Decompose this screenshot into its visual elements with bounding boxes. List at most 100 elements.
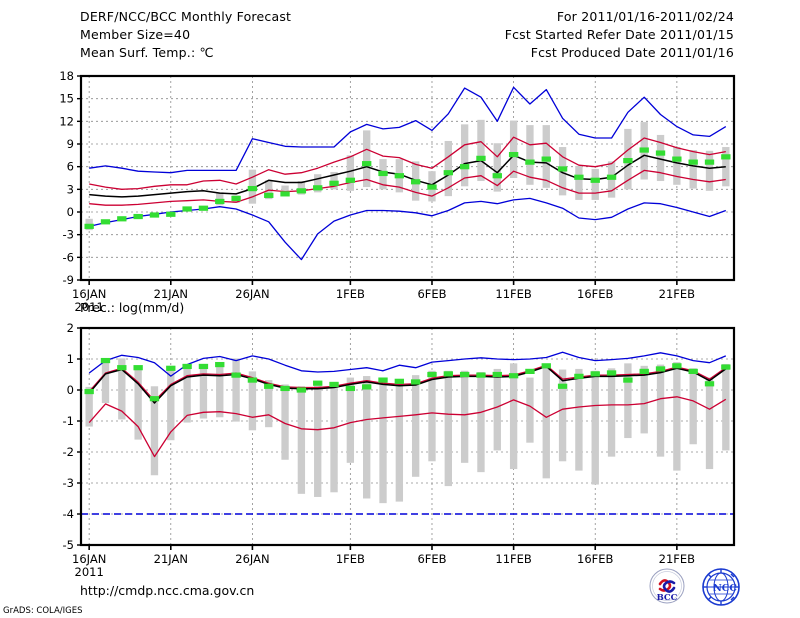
spread-bar (526, 125, 534, 185)
observed-dash (574, 373, 584, 379)
observed-dash (280, 191, 290, 197)
y-tick-label: -1 (63, 414, 74, 428)
observed-dash (639, 147, 649, 153)
spread-bar (689, 150, 697, 189)
spread-bar (395, 380, 404, 502)
y-tick-label: 6 (67, 160, 74, 174)
spread-bar (314, 385, 322, 497)
observed-dash (541, 156, 551, 162)
spread-bar (460, 124, 469, 187)
spread-bar (656, 134, 665, 182)
observed-dash (525, 368, 535, 374)
observed-dash (639, 368, 649, 374)
observed-dash (688, 159, 698, 165)
spread-bar (493, 368, 501, 451)
bcc-logo-text: BCC (657, 593, 678, 603)
series-min (89, 197, 727, 261)
ncc-logo: NCC (702, 568, 740, 606)
x-tick-label: 16FEB (577, 287, 614, 301)
observed-dash (231, 372, 241, 378)
observed-dash (623, 158, 633, 164)
x-tick-label: 16FEB (577, 552, 614, 566)
spread-bar (379, 380, 387, 504)
observed-dash (606, 174, 617, 180)
spread-bar (477, 372, 485, 473)
y-tick-label: -3 (63, 228, 74, 242)
observed-dash (606, 370, 617, 376)
y-tick-label: 3 (67, 182, 74, 196)
spread-bar (428, 370, 436, 462)
spread-bar (183, 364, 191, 423)
observed-dash (427, 371, 437, 378)
observed-dash (264, 383, 274, 389)
x-tick-label: 21JAN (154, 552, 188, 566)
x-tick-label: 26JAN (235, 287, 269, 301)
series-q1 (88, 396, 727, 458)
spread-bar (118, 358, 126, 420)
spread-bar (509, 120, 518, 178)
observed-dash (117, 365, 127, 371)
observed-dash (100, 357, 111, 364)
observed-dash (345, 177, 356, 183)
y-tick-label: 12 (59, 114, 74, 128)
header-title: DERF/NCC/BCC Monthly Forecast (80, 9, 292, 24)
spread-bar (624, 363, 632, 439)
y-tick-label: -6 (63, 250, 74, 264)
y-tick-label: -5 (63, 538, 74, 552)
y-tick-label: 0 (67, 383, 74, 397)
observed-dash (492, 371, 502, 378)
observed-dash (362, 161, 372, 167)
spread-bar (216, 192, 224, 206)
y-tick-label: 9 (67, 137, 74, 151)
observed-dash (459, 164, 470, 170)
x-tick-label: 16JAN (72, 552, 106, 566)
y-tick-label: -4 (63, 507, 74, 521)
observed-dash (149, 212, 160, 218)
observed-dash (459, 371, 470, 378)
observed-dash (149, 396, 160, 402)
observed-dash (672, 363, 682, 369)
observed-dash (329, 180, 339, 186)
observed-dash (182, 363, 192, 370)
spread-bar (575, 165, 583, 200)
spread-bar (722, 147, 730, 187)
observed-dash (166, 365, 176, 371)
observed-dash (443, 371, 453, 377)
observed-dash (672, 156, 682, 162)
observed-dash (557, 166, 568, 172)
spread-bar (101, 358, 110, 404)
spread-bar (673, 147, 681, 185)
observed-dash (427, 184, 437, 190)
spread-bar (558, 369, 567, 462)
observed-dash (100, 219, 111, 225)
spread-bar (640, 365, 648, 434)
spread-bar (330, 171, 338, 190)
observed-dash (476, 372, 486, 378)
x-axis-year-label: 2011 (75, 565, 104, 579)
observed-dash (280, 385, 290, 392)
observed-dash (215, 361, 225, 368)
spread-bar (722, 363, 730, 451)
observed-dash (590, 177, 600, 183)
x-axis-year-label: 2011 (75, 300, 104, 314)
footer-url[interactable]: http://cmdp.ncc.cma.gov.cn (80, 583, 255, 598)
spread-bar (689, 368, 697, 445)
y-tick-label: 0 (67, 205, 74, 219)
observed-dash (410, 179, 421, 185)
observed-dash (574, 174, 584, 180)
observed-dash (688, 368, 698, 374)
header-refer-date: Fcst Started Refer Date 2011/01/15 (504, 27, 734, 42)
observed-dash (313, 185, 323, 191)
series-max (88, 351, 727, 377)
observed-dash (590, 371, 600, 377)
spread-bar (363, 376, 371, 499)
observed-dash (492, 173, 502, 179)
observed-dash (296, 188, 307, 194)
series-observed (84, 147, 731, 229)
observed-dash (721, 364, 731, 370)
x-tick-label: 21JAN (154, 287, 188, 301)
bcc-logo: BCC (649, 568, 685, 604)
observed-dash (198, 363, 209, 370)
observed-dash (525, 159, 535, 165)
observed-dash (215, 198, 225, 205)
